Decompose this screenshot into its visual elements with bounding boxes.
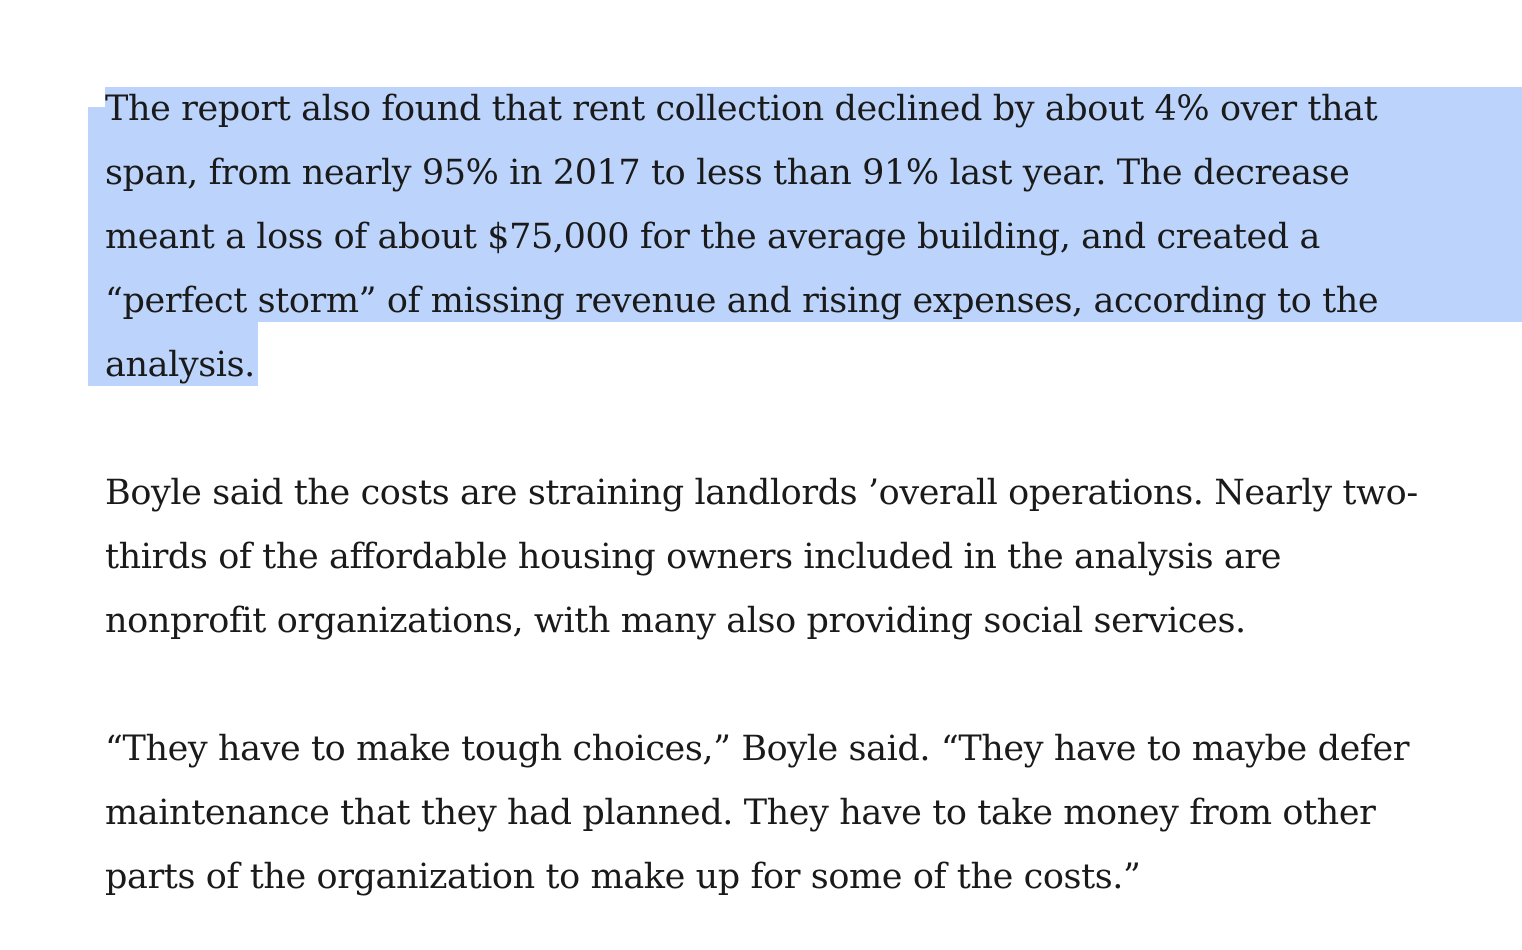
text-line: analysis. [105, 345, 255, 385]
selection-highlight-bottom [88, 322, 258, 386]
text-line: The report also found that rent collecti… [105, 89, 1378, 129]
text-line: span, from nearly 95% in 2017 to less th… [105, 153, 1350, 193]
text-line: thirds of the affordable housing owners … [105, 537, 1282, 577]
text-line: “perfect storm” of missing revenue and r… [105, 281, 1379, 321]
text-line: meant a loss of about $75,000 for the av… [105, 217, 1320, 257]
selection-highlight-top [105, 87, 1522, 107]
text-line: parts of the organization to make up for… [105, 857, 1141, 897]
text-line: “They have to make tough choices,” Boyle… [105, 729, 1410, 769]
selection-highlight-body [88, 107, 1522, 322]
text-line: Boyle said the costs are straining landl… [105, 473, 1418, 513]
text-line: nonprofit organizations, with many also … [105, 601, 1246, 641]
text-line: maintenance that they had planned. They … [105, 793, 1376, 833]
